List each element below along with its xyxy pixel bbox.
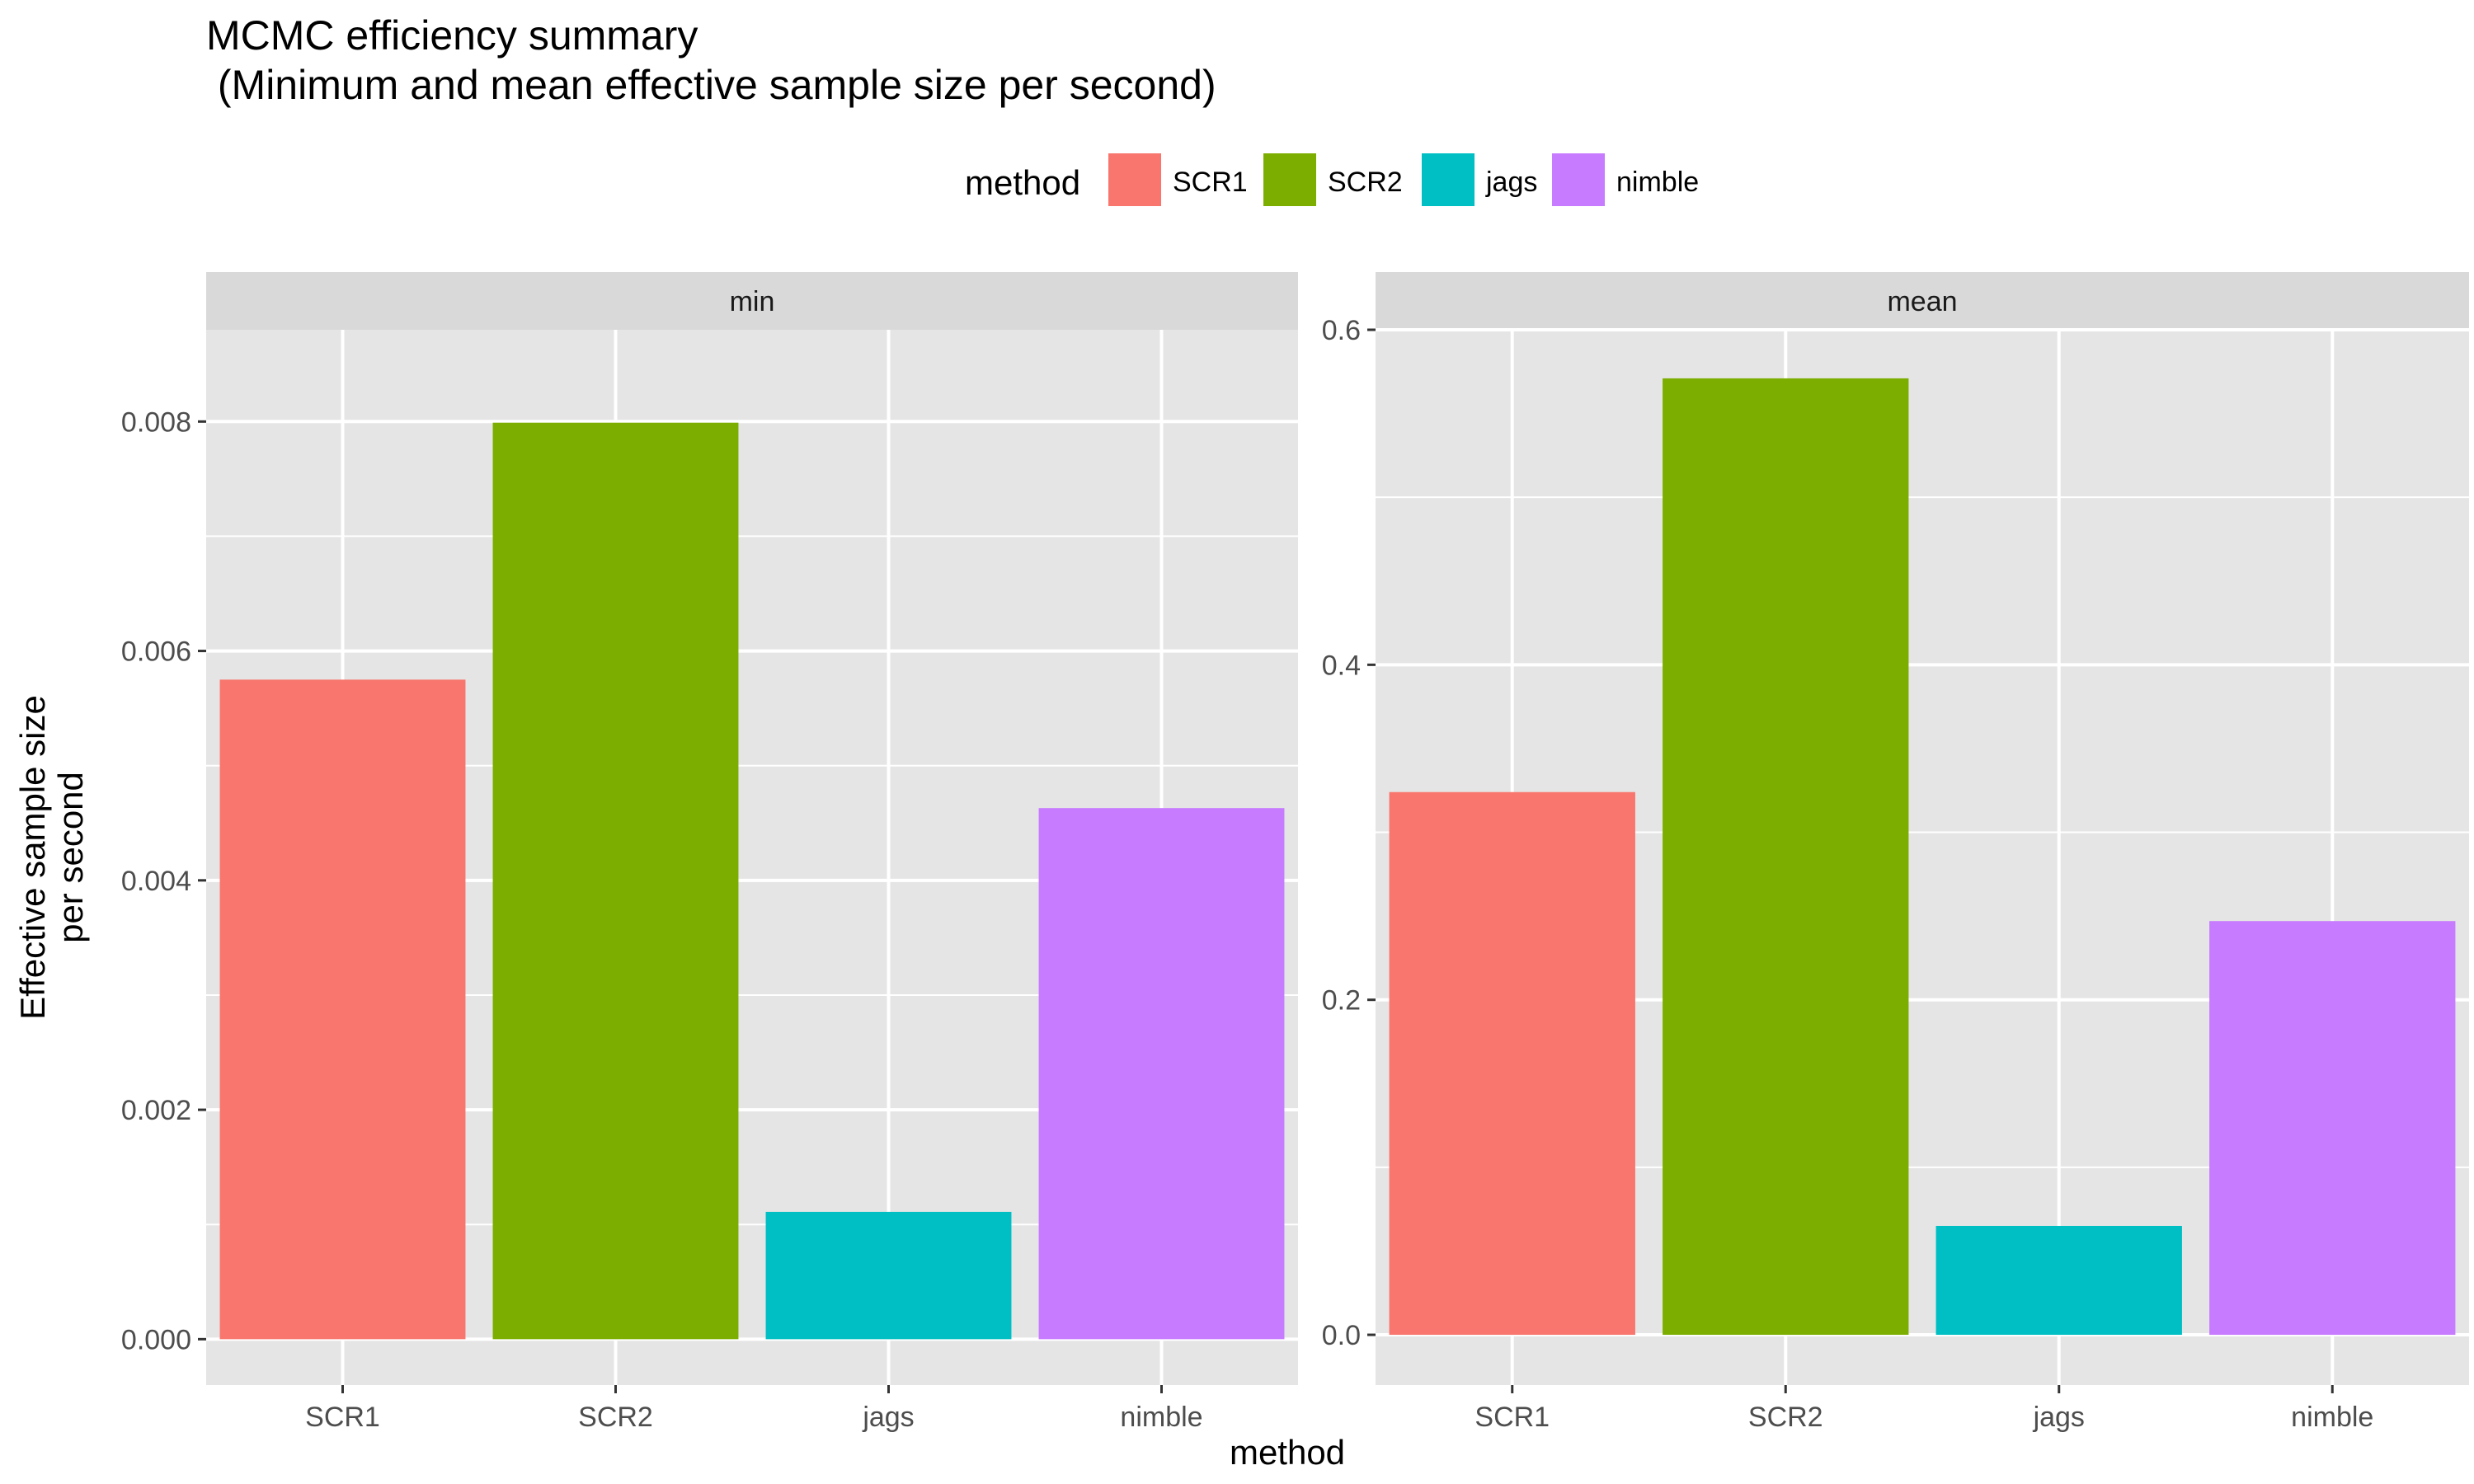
y-axis-title-line-1: Effective sample size [13,695,52,1020]
x-tick-label-scr1: SCR1 [1475,1402,1550,1433]
y-tick-label: 0.004 [121,866,191,897]
y-tick-label: 0.4 [1322,650,1361,681]
y-tick-label: 0.000 [121,1324,191,1355]
strip-label-min: min [730,286,775,317]
legend-swatch-scr1 [1108,153,1161,206]
legend-swatch-jags [1422,153,1475,206]
y-tick-label: 0.008 [121,406,191,438]
chart-title: MCMC efficiency summary [206,12,698,59]
bar-min-scr2 [492,422,739,1340]
panel-mean: mean 0.0 0.2 0.4 0.6 SCR1 SCR2 jags nimble [1322,272,2469,1433]
y-tick-label: 0.006 [121,636,191,668]
x-tick-label-nimble: nimble [1120,1402,1202,1433]
x-tick-label-jags: jags [862,1402,914,1433]
x-tick-label-scr1: SCR1 [305,1402,380,1433]
y-tick-label: 0.2 [1322,985,1361,1017]
x-tick-label-scr2: SCR2 [578,1402,653,1433]
y-axis-title-line-2: per second [51,772,90,943]
y-axis-title: Effective sample size per second [13,695,90,1020]
facet-panels: min 0.000 0.002 0.004 0.006 0.008 SCR1 SCR2 jags… [121,272,2469,1433]
chart-subtitle: (Minimum and mean effective sample size … [206,62,1216,108]
bar-min-nimble [1038,808,1285,1340]
bar-mean-jags [1935,1225,2182,1336]
legend-swatch-nimble [1552,153,1605,206]
legend-label-scr1: SCR1 [1173,167,1248,198]
strip-min [206,272,1298,330]
strip-label-mean: mean [1887,286,1957,317]
panel-min: min 0.000 0.002 0.004 0.006 0.008 SCR1 SCR2 jags… [121,272,1298,1433]
legend: method SCR1 SCR2 jags nimble [965,153,1699,206]
y-tick-label: 0.0 [1322,1320,1361,1351]
legend-label-jags: jags [1485,167,1537,198]
legend-label-nimble: nimble [1616,167,1699,198]
bar-mean-nimble [2209,921,2456,1336]
y-tick-label: 0.002 [121,1095,191,1126]
bar-min-jags [765,1211,1012,1340]
bar-mean-scr1 [1389,791,1635,1336]
x-tick-label-scr2: SCR2 [1748,1402,1823,1433]
legend-label-scr2: SCR2 [1328,167,1403,198]
strip-mean [1376,272,2469,330]
x-tick-label-nimble: nimble [2291,1402,2373,1433]
bar-mean-scr2 [1663,378,1909,1336]
x-tick-label-jags: jags [2033,1402,2085,1433]
bar-min-scr1 [219,679,466,1340]
legend-swatch-scr2 [1263,153,1316,206]
x-axis-title: method [1230,1433,1345,1472]
y-tick-label: 0.6 [1322,315,1361,346]
legend-title: method [965,163,1080,202]
